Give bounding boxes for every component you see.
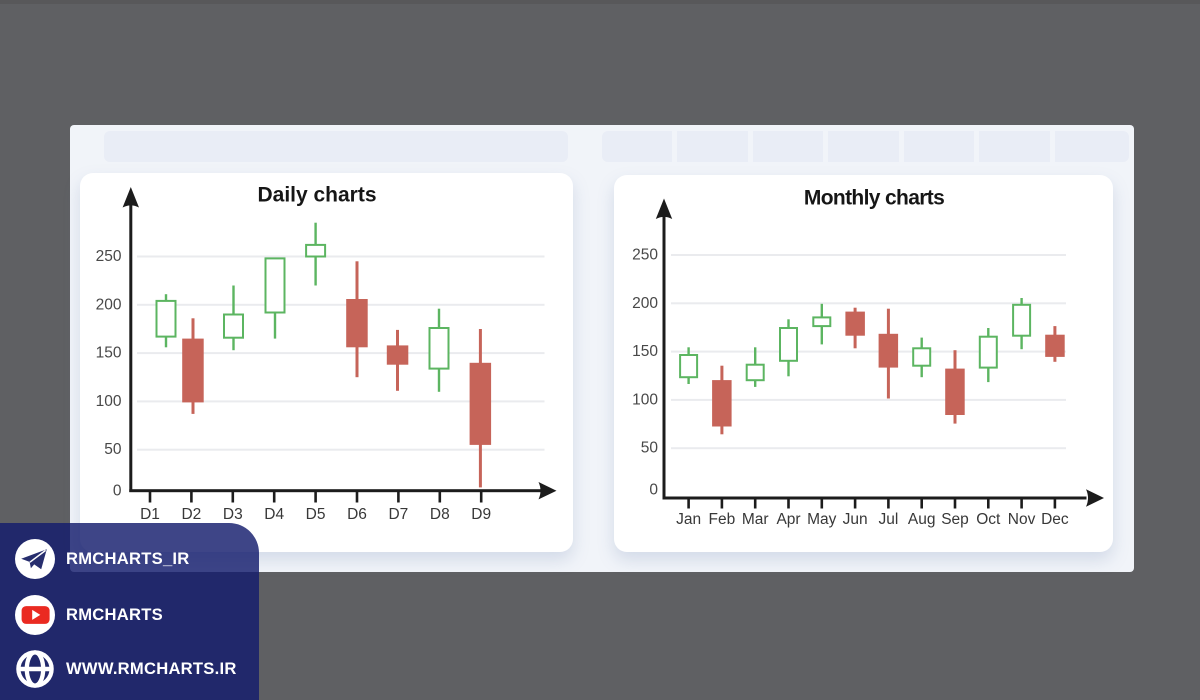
svg-text:50: 50 xyxy=(641,440,659,457)
svg-text:250: 250 xyxy=(632,247,658,264)
svg-text:250: 250 xyxy=(96,248,122,265)
svg-text:0: 0 xyxy=(649,482,658,499)
svg-text:D8: D8 xyxy=(430,506,450,523)
svg-text:200: 200 xyxy=(96,296,122,313)
svg-text:Dec: Dec xyxy=(1041,511,1069,528)
svg-text:100: 100 xyxy=(632,391,658,408)
svg-text:Oct: Oct xyxy=(976,511,1001,528)
svg-text:D4: D4 xyxy=(264,506,284,523)
svg-text:200: 200 xyxy=(632,295,658,312)
svg-text:Monthly charts: Monthly charts xyxy=(804,187,944,210)
svg-text:50: 50 xyxy=(104,441,122,458)
svg-text:Sep: Sep xyxy=(941,511,969,528)
svg-text:D1: D1 xyxy=(140,506,160,523)
svg-text:Jun: Jun xyxy=(843,511,868,528)
svg-text:D7: D7 xyxy=(388,506,408,523)
svg-text:Feb: Feb xyxy=(709,511,736,528)
svg-text:Jul: Jul xyxy=(878,511,898,528)
svg-text:Daily charts: Daily charts xyxy=(257,184,376,207)
svg-text:150: 150 xyxy=(96,345,122,362)
svg-text:100: 100 xyxy=(96,393,122,410)
svg-text:0: 0 xyxy=(113,483,122,500)
svg-text:D2: D2 xyxy=(181,506,201,523)
svg-text:D9: D9 xyxy=(471,506,491,523)
svg-text:Nov: Nov xyxy=(1008,511,1036,528)
svg-text:D3: D3 xyxy=(223,506,243,523)
svg-text:D6: D6 xyxy=(347,506,367,523)
svg-text:D5: D5 xyxy=(306,506,326,523)
svg-text:Mar: Mar xyxy=(742,511,769,528)
svg-text:Jan: Jan xyxy=(676,511,701,528)
svg-text:150: 150 xyxy=(632,343,658,360)
svg-text:Apr: Apr xyxy=(776,511,800,528)
svg-text:Aug: Aug xyxy=(908,511,936,528)
svg-text:May: May xyxy=(807,511,837,528)
